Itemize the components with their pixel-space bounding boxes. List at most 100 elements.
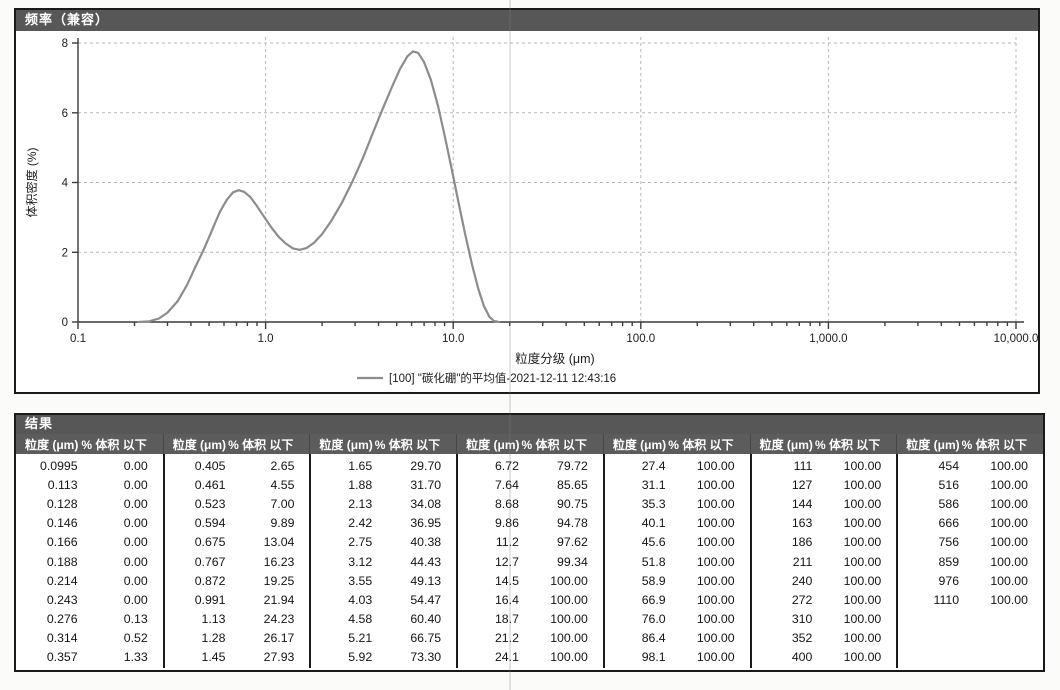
table-row: 66.9 100.00 [605, 590, 750, 609]
pct-value: 100.00 [696, 612, 735, 627]
size-value: 666 [938, 516, 960, 531]
results-column-group: 1.65 29.70 1.88 31.70 2.13 34.08 2.42 36.95 2.75… [309, 454, 456, 668]
pct-value: 0.00 [123, 573, 148, 588]
size-value: 21.2 [494, 631, 519, 646]
size-value: 0.128 [46, 496, 78, 511]
size-value: 0.991 [194, 592, 226, 607]
size-value: 6.72 [494, 458, 519, 473]
size-value: 1.45 [201, 650, 226, 665]
pct-value: 100.00 [843, 612, 882, 627]
gridlines [78, 37, 1017, 322]
pct-value: 29.70 [410, 458, 442, 473]
size-value: 8.68 [494, 496, 519, 511]
size-column-header: 粒度 (μm) [906, 437, 960, 452]
pct-value: 100.00 [843, 496, 882, 511]
size-value: 0.214 [46, 573, 78, 588]
size-value: 310 [791, 612, 813, 627]
size-value: 76.0 [641, 612, 666, 627]
size-value: 352 [791, 631, 813, 646]
size-value: 18.7 [494, 612, 519, 627]
size-value: 45.6 [641, 535, 666, 550]
size-value: 11.2 [495, 535, 519, 550]
size-value: 0.357 [46, 650, 78, 665]
pct-value: 100.00 [696, 458, 735, 473]
size-value: 0.767 [194, 554, 226, 569]
pct-value: 100.00 [990, 592, 1028, 607]
pct-value: 97.62 [557, 535, 588, 550]
size-value: 5.21 [348, 631, 373, 646]
table-row: 144 100.00 [752, 494, 897, 513]
pct-value: 0.00 [123, 496, 148, 511]
size-value: 9.86 [494, 516, 519, 531]
size-column-header: 粒度 (μm) [172, 437, 227, 452]
tick-labels: 0 2 4 6 8 0.1 1.0 10.0 100.0 1,000.0 10,000.0 [62, 38, 1039, 345]
pct-value: 13.04 [263, 535, 295, 550]
x-axis-label: 粒度分级 (μm) [515, 351, 594, 366]
table-row: 0.872 19.25 [165, 571, 310, 590]
results-panel: 结果 粒度 (μm)% 体积 以下 粒度 (μm)% 体积 以下 粒度 (μm)% … [14, 413, 1045, 672]
size-value: 5.92 [348, 650, 373, 665]
pct-value: 1.33 [123, 650, 148, 665]
pct-value: 66.75 [410, 631, 442, 646]
pct-value: 49.13 [410, 573, 442, 588]
table-row: 0.0995 0.00 [16, 456, 163, 475]
legend-label: [100] "碳化硼"的平均值-2021-12-11 12:43:16 [389, 371, 616, 385]
size-value: 3.12 [348, 554, 373, 569]
pct-value: 34.08 [410, 496, 442, 511]
table-row: 21.2 100.00 [458, 629, 603, 648]
table-row: 756 100.00 [898, 533, 1043, 552]
results-header-group: 粒度 (μm)% 体积 以下 [456, 434, 603, 454]
table-row: 586 100.00 [898, 494, 1043, 513]
pct-value: 90.75 [557, 496, 588, 511]
chart-panel-title: 频率（兼容） [16, 10, 1038, 31]
pct-value: 0.00 [123, 535, 148, 550]
size-value: 0.594 [194, 516, 226, 531]
size-value: 1.65 [348, 458, 373, 473]
table-row: 0.146 0.00 [16, 514, 163, 533]
size-value: 31.1 [641, 477, 666, 492]
table-row: 0.276 0.13 [16, 610, 163, 629]
pct-value: 99.34 [557, 554, 588, 569]
size-value: 3.55 [348, 573, 373, 588]
size-column-header: 粒度 (μm) [25, 437, 79, 452]
table-row: 211 100.00 [752, 552, 897, 571]
table-row: 0.214 0.00 [16, 571, 163, 590]
pct-value: 27.93 [263, 650, 295, 665]
size-value: 1.88 [348, 477, 373, 492]
table-row: 5.21 66.75 [311, 629, 456, 648]
table-row: 6.72 79.72 [458, 456, 603, 475]
pct-value: 7.00 [270, 496, 295, 511]
table-row: 127 100.00 [752, 475, 897, 494]
axes [72, 38, 1024, 329]
pct-value: 100.00 [696, 573, 735, 588]
size-value: 0.146 [46, 516, 78, 531]
table-row: 0.675 13.04 [165, 533, 310, 552]
table-row: 2.75 40.38 [311, 533, 456, 552]
size-value: 756 [938, 535, 960, 550]
pct-value: 54.47 [410, 592, 442, 607]
size-value: 0.461 [194, 477, 226, 492]
size-value: 516 [938, 477, 960, 492]
size-value: 27.4 [641, 458, 666, 473]
table-row: 0.594 9.89 [165, 514, 310, 533]
pct-value: 100.00 [696, 477, 735, 492]
table-row: 1.45 27.93 [165, 648, 310, 667]
pct-value: 100.00 [843, 631, 882, 646]
size-value: 4.58 [348, 612, 373, 627]
svg-text:10,000.0: 10,000.0 [994, 333, 1039, 345]
table-row: 14.5 100.00 [458, 571, 603, 590]
pct-value: 100.00 [550, 573, 588, 588]
results-column-group: 0.405 2.65 0.461 4.55 0.523 7.00 0.594 9.89 0.67… [162, 454, 310, 668]
table-row: 3.55 49.13 [311, 571, 456, 590]
pct-value: 2.65 [270, 458, 295, 473]
table-row: 976 100.00 [898, 571, 1043, 590]
table-row: 0.314 0.52 [16, 629, 163, 648]
table-row: 0.991 21.94 [165, 590, 310, 609]
size-value: 272 [791, 592, 813, 607]
pct-value: 0.00 [123, 458, 148, 473]
pct-value: 40.38 [410, 535, 442, 550]
size-value: 14.5 [494, 573, 519, 588]
table-row: 163 100.00 [752, 514, 897, 533]
table-row: 454 100.00 [898, 456, 1043, 475]
table-row: 8.68 90.75 [458, 494, 603, 513]
